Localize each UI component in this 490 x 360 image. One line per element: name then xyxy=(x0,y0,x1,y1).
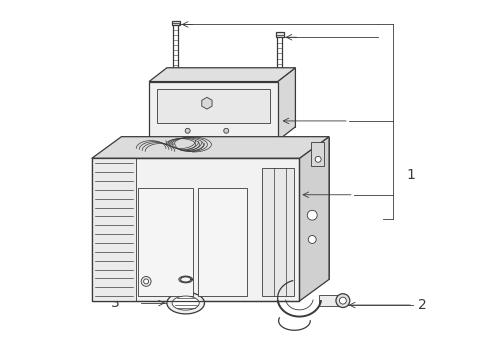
Polygon shape xyxy=(278,68,295,141)
Polygon shape xyxy=(208,141,219,156)
Polygon shape xyxy=(172,21,180,26)
Circle shape xyxy=(307,210,317,220)
Circle shape xyxy=(336,294,350,307)
Circle shape xyxy=(141,276,151,286)
Polygon shape xyxy=(276,32,284,37)
Ellipse shape xyxy=(172,296,199,310)
Polygon shape xyxy=(277,37,282,91)
Circle shape xyxy=(144,279,148,284)
Polygon shape xyxy=(92,158,136,301)
Polygon shape xyxy=(138,188,193,296)
Polygon shape xyxy=(153,141,165,156)
Polygon shape xyxy=(92,137,329,158)
Polygon shape xyxy=(262,168,294,296)
Polygon shape xyxy=(311,141,324,166)
Circle shape xyxy=(340,297,346,304)
Polygon shape xyxy=(157,89,270,123)
Ellipse shape xyxy=(167,292,204,314)
Polygon shape xyxy=(197,188,247,296)
Polygon shape xyxy=(235,141,246,156)
Polygon shape xyxy=(202,97,212,109)
Polygon shape xyxy=(149,68,295,82)
Circle shape xyxy=(308,235,316,243)
Circle shape xyxy=(315,156,321,162)
Circle shape xyxy=(185,128,190,133)
Polygon shape xyxy=(262,141,273,156)
Polygon shape xyxy=(319,295,339,306)
Text: 1: 1 xyxy=(406,168,415,182)
Text: 3: 3 xyxy=(111,296,120,310)
Polygon shape xyxy=(173,26,178,75)
Polygon shape xyxy=(180,141,192,156)
Polygon shape xyxy=(122,137,329,279)
Polygon shape xyxy=(92,158,299,301)
Circle shape xyxy=(224,128,229,133)
Polygon shape xyxy=(167,68,295,127)
Text: 2: 2 xyxy=(418,298,427,312)
Polygon shape xyxy=(299,137,329,301)
Polygon shape xyxy=(149,82,278,141)
